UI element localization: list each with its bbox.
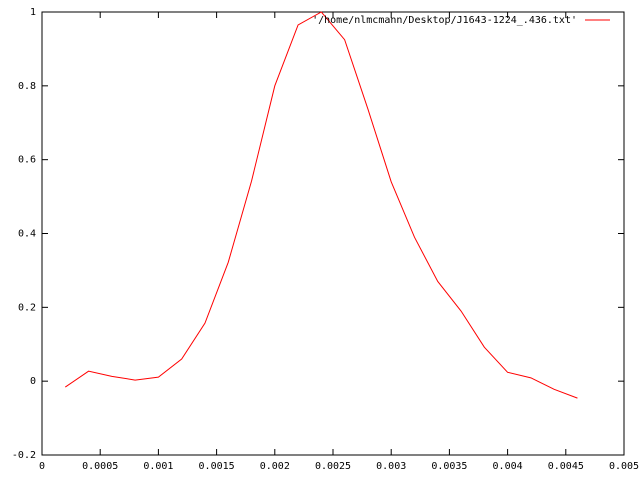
x-tick-label: 0.001 [143,461,173,472]
x-tick-label: 0.0045 [548,461,584,472]
y-tick-label: 0.8 [18,81,36,92]
x-tick-label: 0.004 [493,461,523,472]
x-tick-label: 0.0025 [315,461,351,472]
x-tick-label: 0.005 [609,461,639,472]
x-tick-label: 0 [39,461,45,472]
plot-border [41,11,625,456]
data-line [64,11,578,399]
y-tick-label: 0.2 [18,302,36,313]
x-tick-label: 0.003 [376,461,406,472]
y-tick-label: -0.2 [12,450,36,461]
x-tick-label: 0.0035 [431,461,467,472]
x-tick-label: 0.0005 [82,461,118,472]
y-tick-label: 0 [30,376,36,387]
y-tick-label: 0.6 [18,155,36,166]
x-tick-label: 0.0015 [199,461,235,472]
y-tick-label: 1 [30,7,36,18]
y-tick-label: 0.4 [18,229,36,240]
x-tick-label: 0.002 [260,461,290,472]
legend-label: '/home/nlmcmann/Desktop/J1643-1224_.436.… [312,15,577,26]
